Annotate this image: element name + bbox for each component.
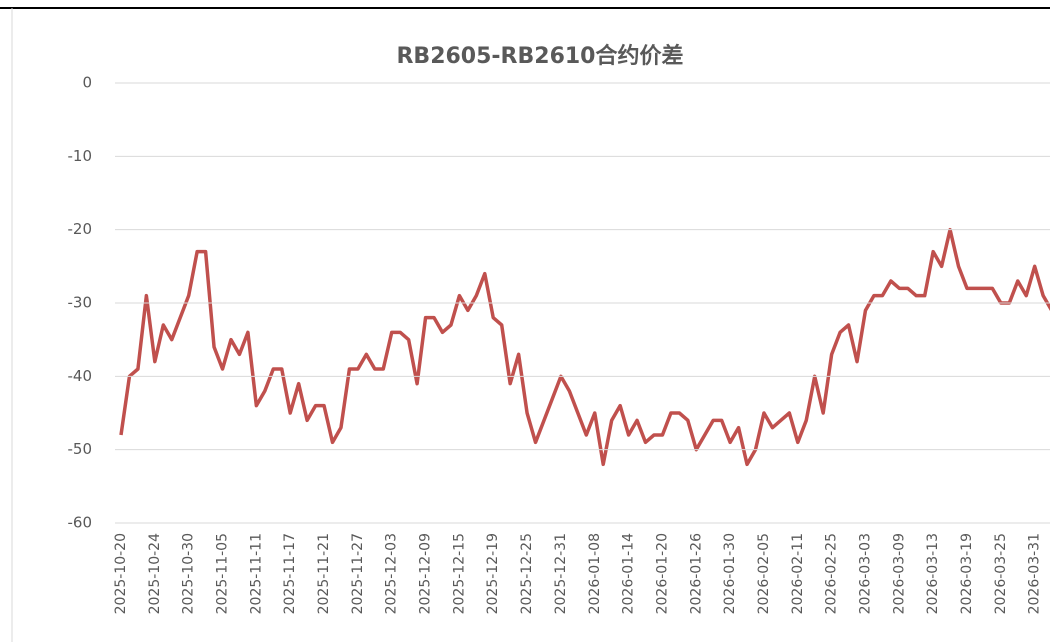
x-tick-label: 2025-10-24 [147,533,163,614]
x-tick-label: 2025-11-17 [282,533,298,614]
y-tick-label: -20 [68,220,93,238]
x-tick-label: 2025-10-30 [181,533,197,614]
x-tick-label: 2025-12-19 [485,533,501,614]
x-tick-label: 2025-11-27 [350,533,366,614]
data-line [119,227,1050,467]
x-tick-label: 2026-01-26 [688,533,704,614]
chart-title: RB2605-RB2610合约价差 [396,43,683,69]
x-tick-label: 2025-12-15 [451,533,467,614]
x-tick-label: 2026-02-05 [756,533,772,614]
y-tick-label: -30 [68,294,93,312]
y-tick-label: -50 [68,440,93,458]
x-tick-label: 2026-02-25 [824,533,840,614]
y-tick-label: 0 [82,74,92,92]
x-tick-label: 2025-10-20 [113,533,129,614]
x-tick-label: 2025-11-11 [248,533,264,614]
x-tick-label: 2026-03-31 [1027,533,1043,614]
x-tick-label: 2025-12-25 [519,533,535,614]
x-tick-label: 2026-01-30 [722,533,738,614]
x-tick-label: 2026-01-20 [654,533,670,614]
x-tick-label: 2025-12-03 [384,533,400,614]
x-tick-label: 2025-12-09 [418,533,434,614]
x-tick-label: 2026-03-09 [891,533,907,614]
x-tick-label: 2026-03-13 [925,533,941,614]
y-tick-label: -40 [68,367,93,385]
x-tick-label: 2026-03-03 [857,533,873,614]
x-tick-label: 2025-11-21 [316,533,332,614]
x-tick-label: 2025-12-31 [553,533,569,614]
x-tick-label: 2025-11-05 [215,533,231,614]
x-tick-label: 2026-03-25 [993,533,1009,614]
x-tick-label: 2026-01-14 [621,533,637,614]
y-tick-label: -10 [68,147,93,165]
x-tick-label: 2026-03-19 [959,533,975,614]
y-tick-label: -60 [68,514,93,532]
x-tick-label: 2026-02-11 [790,533,806,614]
x-tick-label: 2026-01-08 [587,533,603,614]
plot-area [119,227,1050,467]
